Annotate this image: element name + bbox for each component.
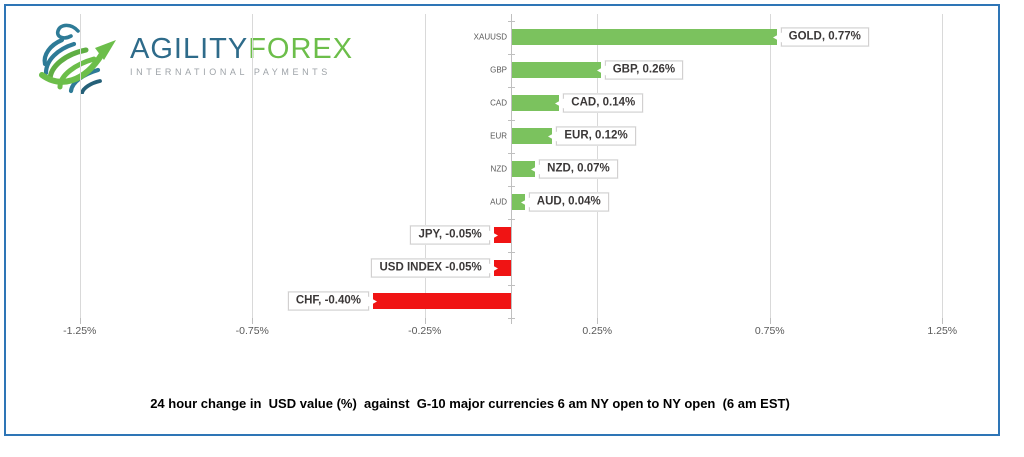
chart-caption: 24 hour change in USD value (%) against … bbox=[150, 396, 790, 411]
category-axis-tick bbox=[508, 317, 515, 319]
callout-pointer bbox=[548, 131, 558, 141]
gridline bbox=[79, 14, 81, 318]
callout-pointer bbox=[531, 164, 541, 174]
brand-agility: AGILITY bbox=[130, 33, 249, 65]
bar-jpy bbox=[493, 227, 511, 243]
callout-pointer bbox=[596, 65, 606, 75]
category-label: EUR bbox=[490, 131, 507, 141]
value-axis-tick bbox=[597, 318, 599, 324]
category-label: XAUUSD bbox=[473, 32, 507, 42]
data-label-callout: NZD, 0.07% bbox=[531, 159, 618, 179]
callout-pointer bbox=[368, 296, 377, 306]
data-label-callout: CAD, 0.14% bbox=[555, 93, 644, 113]
bar-eur bbox=[511, 128, 553, 144]
data-label-callout: GBP, 0.26% bbox=[596, 60, 684, 80]
category-axis-tick bbox=[508, 251, 515, 253]
category-axis-line bbox=[511, 14, 512, 324]
category-axis-tick bbox=[508, 20, 515, 22]
value-axis-tick-label: -0.25% bbox=[408, 325, 442, 337]
data-label-callout: CHF, -0.40% bbox=[287, 291, 377, 311]
bar-chf bbox=[373, 293, 511, 309]
category-axis-tick bbox=[508, 218, 515, 220]
globe-arrow-logo-icon bbox=[39, 23, 116, 94]
value-axis-tick bbox=[942, 318, 944, 324]
value-axis-tick bbox=[769, 318, 771, 324]
brand-name: AGILITYFOREX bbox=[130, 34, 353, 64]
bar-gbp bbox=[511, 62, 601, 78]
category-label: NZD bbox=[490, 164, 507, 174]
logo-text: AGILITYFOREX INTERNATIONAL PAYMENTS bbox=[130, 34, 353, 77]
category-label: GBP bbox=[490, 65, 507, 75]
data-label-callout: USD INDEX -0.05% bbox=[371, 258, 498, 278]
gridline bbox=[942, 14, 944, 318]
data-label-callout: JPY, -0.05% bbox=[410, 225, 498, 245]
value-axis-tick bbox=[252, 318, 254, 324]
gridline bbox=[769, 14, 771, 318]
value-axis-tick-label: 1.25% bbox=[927, 325, 958, 337]
gridline bbox=[424, 14, 426, 318]
callout-pointer bbox=[555, 98, 565, 108]
value-axis-tick-label: -0.75% bbox=[235, 325, 269, 337]
category-label: AUD bbox=[490, 197, 507, 207]
data-label-callout: GOLD, 0.77% bbox=[772, 27, 869, 47]
bar-usd-index bbox=[493, 260, 511, 276]
category-axis-tick bbox=[508, 53, 515, 55]
callout-pointer bbox=[488, 230, 498, 240]
category-axis-tick bbox=[508, 86, 515, 88]
border-frame bbox=[4, 4, 1000, 436]
logo: AGILITYFOREX INTERNATIONAL PAYMENTS bbox=[38, 18, 353, 94]
data-label-callout: AUD, 0.04% bbox=[520, 192, 609, 212]
callout-pointer bbox=[520, 197, 530, 207]
value-axis-tick-label: -1.25% bbox=[63, 325, 97, 337]
category-axis-tick bbox=[508, 152, 515, 154]
bar-cad bbox=[511, 95, 560, 111]
category-axis-tick bbox=[508, 185, 515, 187]
gridline bbox=[252, 14, 254, 318]
data-label-callout: EUR, 0.12% bbox=[548, 126, 636, 146]
bar-nzd bbox=[511, 161, 536, 177]
brand-forex: FOREX bbox=[248, 33, 354, 65]
callout-pointer bbox=[772, 32, 782, 42]
category-axis-tick bbox=[508, 119, 515, 121]
logo-tagline: INTERNATIONAL PAYMENTS bbox=[130, 67, 331, 77]
category-axis-tick bbox=[508, 284, 515, 286]
category-label: CAD bbox=[490, 98, 507, 108]
value-axis-tick-label: 0.75% bbox=[754, 325, 785, 337]
callout-pointer bbox=[488, 263, 498, 273]
value-axis-tick bbox=[424, 318, 426, 324]
bar-xauusd bbox=[511, 29, 777, 45]
value-axis-tick-label: 0.25% bbox=[582, 325, 613, 337]
value-axis-tick bbox=[79, 318, 81, 324]
